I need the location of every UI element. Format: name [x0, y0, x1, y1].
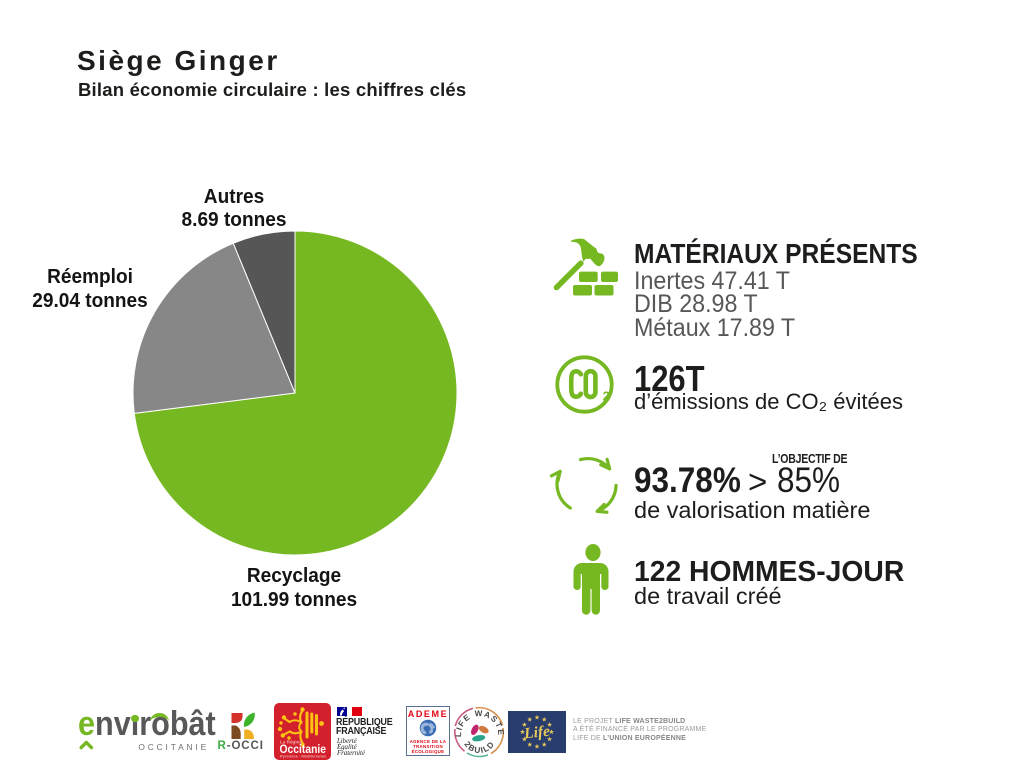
svg-text:2: 2 — [603, 390, 610, 404]
svg-text:La Région: La Région — [280, 740, 302, 745]
svg-text:Occitanie: Occitanie — [280, 742, 327, 756]
svg-text:2BUILD: 2BUILD — [462, 739, 496, 755]
svg-text:LIFE WASTE: LIFE WASTE — [454, 709, 505, 737]
svg-text:Pyrénées - Méditerranée: Pyrénées - Méditerranée — [280, 754, 327, 759]
svg-text:Life: Life — [522, 723, 551, 743]
